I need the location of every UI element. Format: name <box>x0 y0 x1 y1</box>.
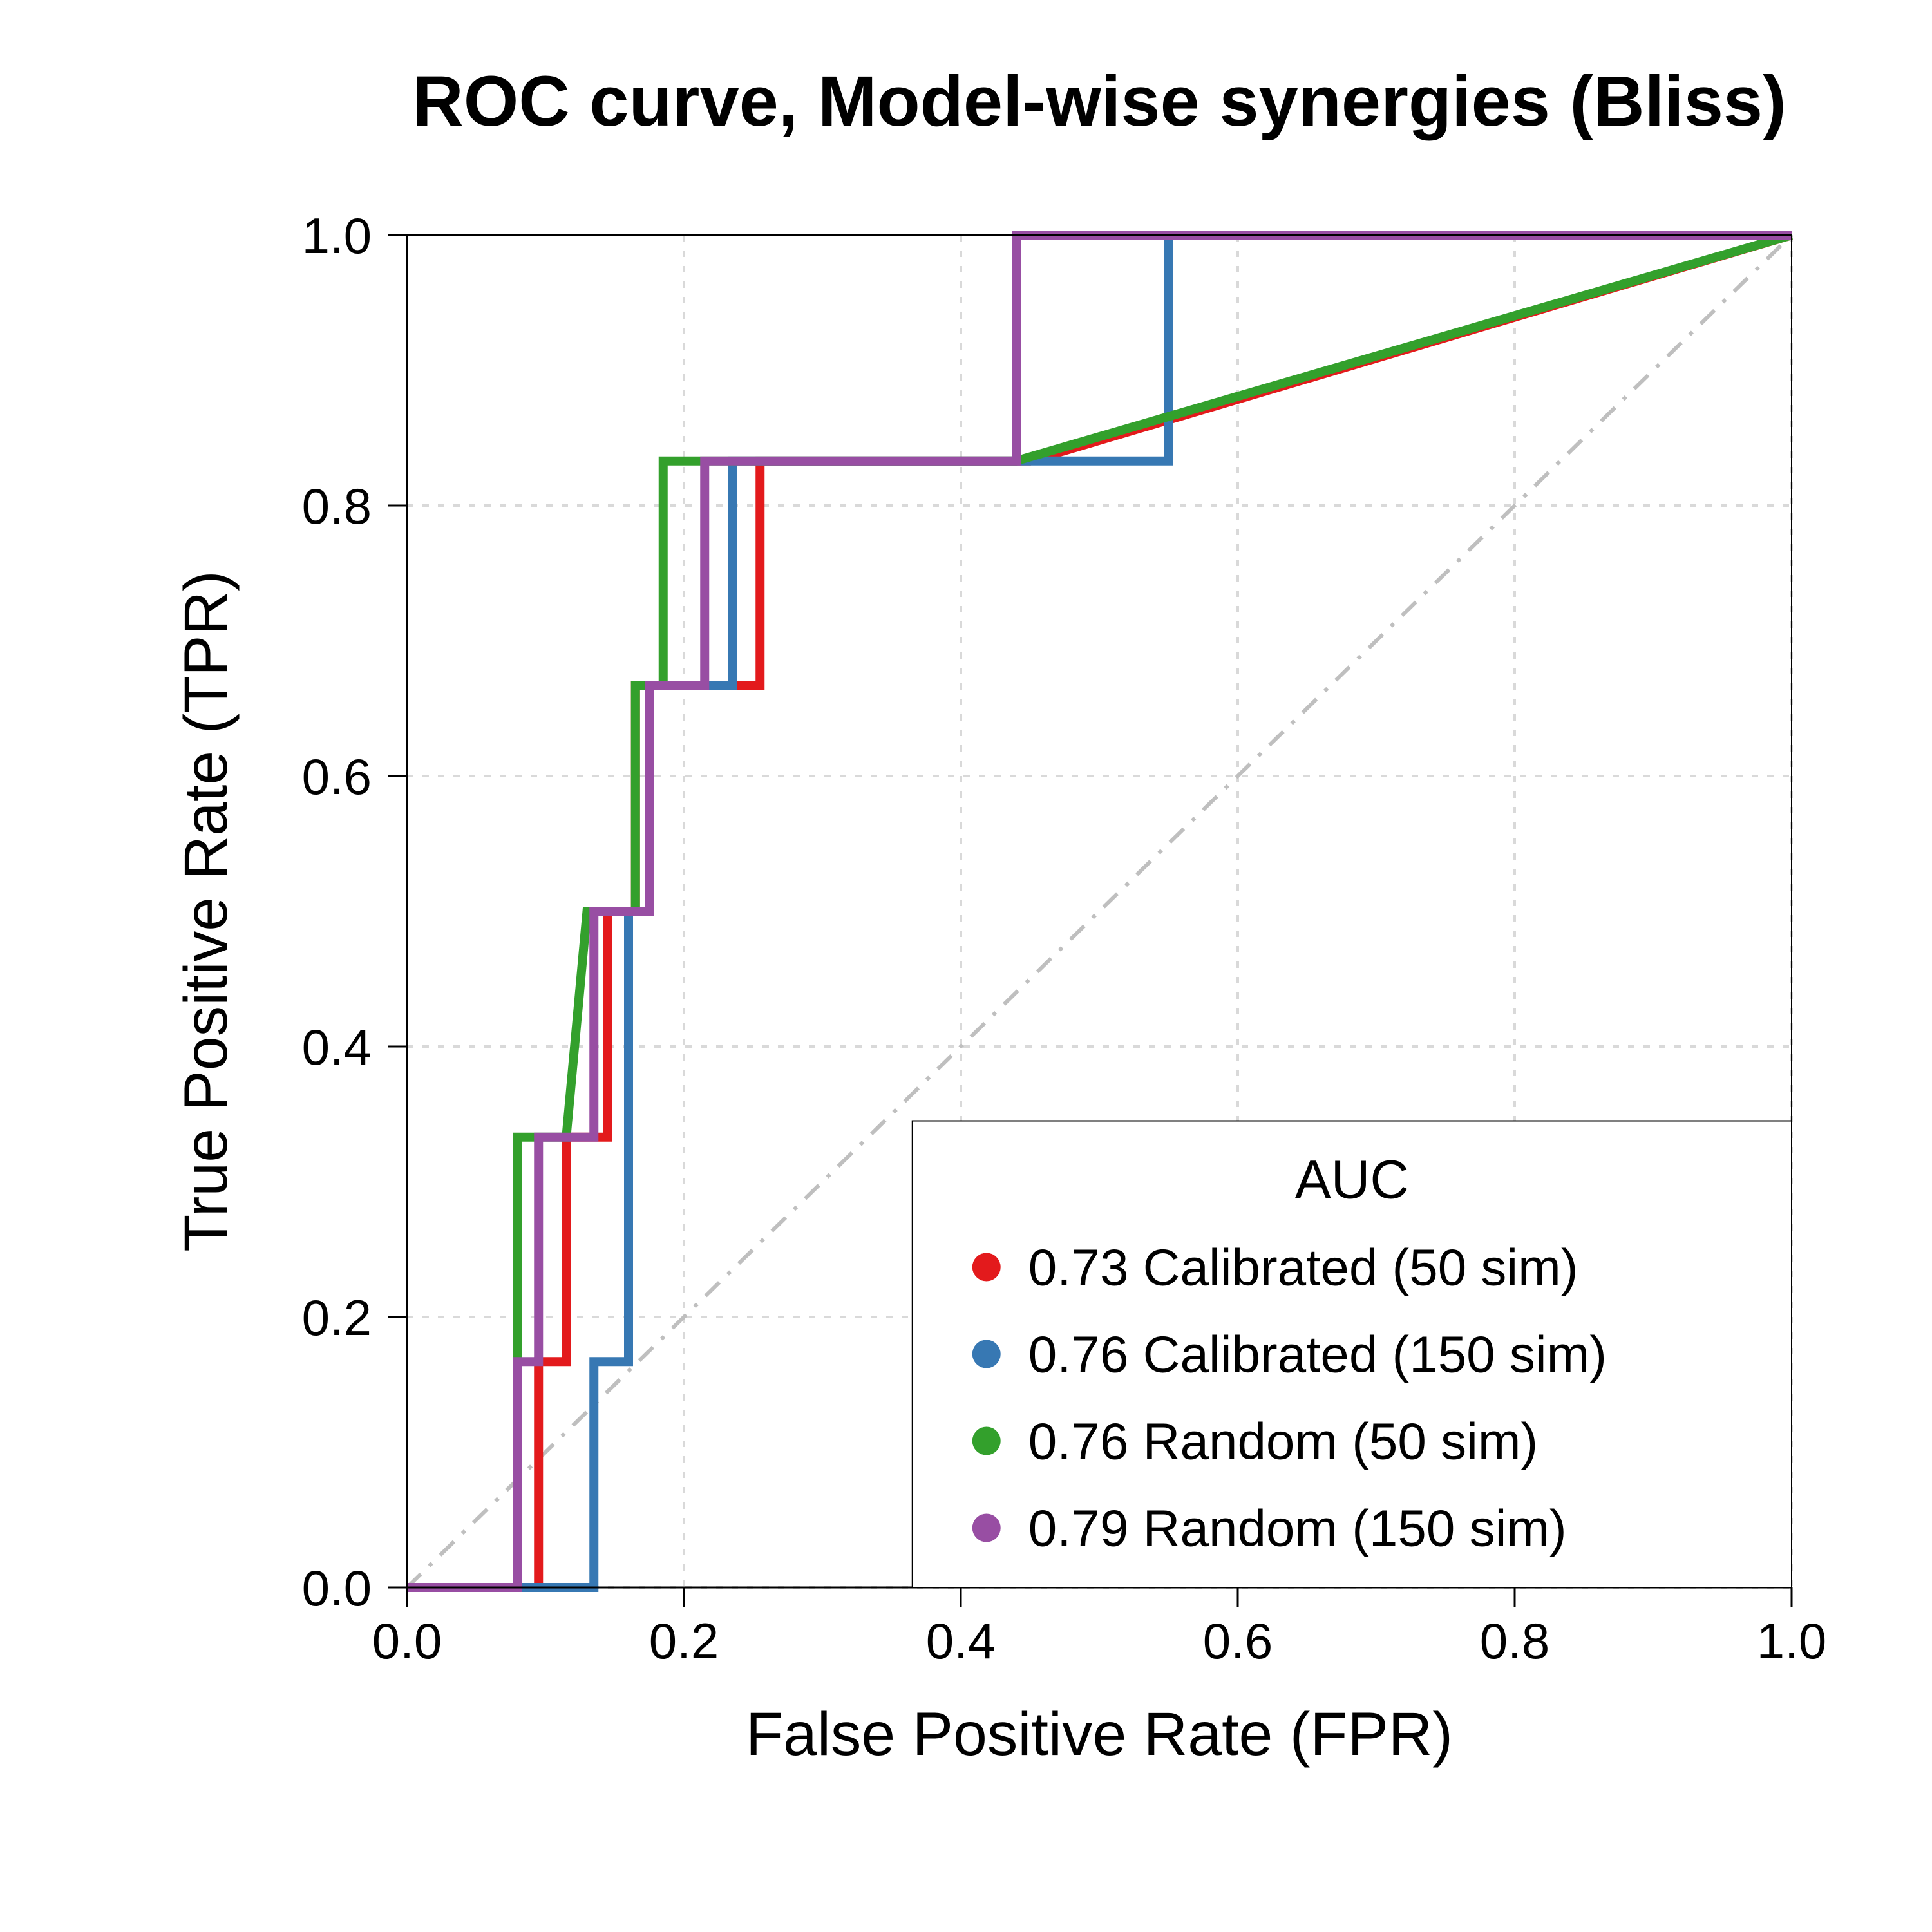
roc-chart: ROC curve, Model-wise synergies (Bliss) 0… <box>0 0 1932 1932</box>
x-tick-label: 0.4 <box>926 1613 996 1669</box>
legend-item-label: 0.76 Calibrated (150 sim) <box>1028 1326 1607 1383</box>
y-tick-label: 0.4 <box>302 1019 372 1075</box>
x-axis-label: False Positive Rate (FPR) <box>746 1700 1453 1768</box>
y-axis-label: True Positive Rate (TPR) <box>172 571 240 1252</box>
chart-title: ROC curve, Model-wise synergies (Bliss) <box>412 62 1786 141</box>
legend-marker <box>972 1253 1001 1282</box>
legend-marker <box>972 1340 1001 1368</box>
x-tick-label: 0.6 <box>1203 1613 1273 1669</box>
y-tick-label: 0.8 <box>302 478 372 535</box>
y-tick-label: 0.2 <box>302 1289 372 1346</box>
y-tick-label: 1.0 <box>302 207 372 264</box>
y-tick-label: 0.6 <box>302 748 372 805</box>
legend-title: AUC <box>1295 1150 1409 1210</box>
x-tick-label: 0.0 <box>372 1613 442 1669</box>
y-tick-label: 0.0 <box>302 1560 372 1616</box>
legend-item-label: 0.76 Random (50 sim) <box>1028 1413 1538 1470</box>
legend-item-label: 0.79 Random (150 sim) <box>1028 1500 1567 1557</box>
x-tick-label: 1.0 <box>1757 1613 1826 1669</box>
legend-marker <box>972 1427 1001 1455</box>
legend-marker <box>972 1514 1001 1542</box>
x-tick-label: 0.8 <box>1480 1613 1549 1669</box>
x-tick-label: 0.2 <box>649 1613 719 1669</box>
legend-item-label: 0.73 Calibrated (50 sim) <box>1028 1239 1578 1296</box>
